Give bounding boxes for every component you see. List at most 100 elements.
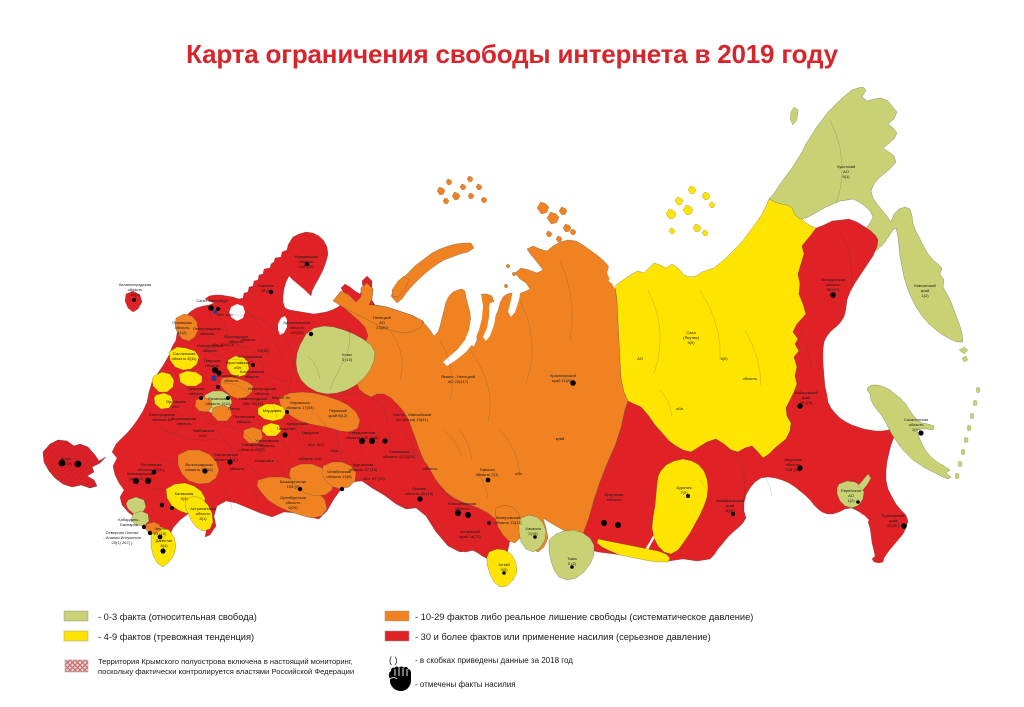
svg-text:( ): ( ) [389, 655, 398, 665]
svg-text:область 143 (148): область 143 (148) [345, 435, 379, 440]
svg-text:Тюменская: Тюменская [389, 449, 410, 454]
svg-text:область: область [286, 500, 301, 505]
svg-text:Санкт-Петербург: Санкт-Петербург [196, 298, 228, 303]
svg-text:край 97 (46): край 97 (46) [130, 476, 153, 481]
svg-text:обл.: обл. [199, 433, 207, 438]
svg-text:область: область [826, 282, 841, 287]
svg-text:Марий Эл: Марий Эл [272, 395, 291, 400]
svg-text:9(0): 9(0) [687, 340, 695, 345]
svg-text:128 (35): 128 (35) [786, 467, 802, 472]
svg-text:11(2): 11(2) [177, 330, 187, 335]
svg-text:область 17(53): область 17(53) [286, 405, 314, 410]
svg-text:Пермский: Пермский [329, 408, 347, 413]
svg-text:9(0): 9(0) [500, 567, 508, 572]
svg-text:Ленинградская: Ленинградская [193, 326, 221, 331]
svg-text:Бурятия: Бурятия [676, 485, 691, 490]
svg-text:Томская: Томская [479, 467, 494, 472]
svg-text:Вологодская: Вологодская [224, 334, 247, 339]
svg-text:Балкария: Балкария [120, 522, 138, 527]
svg-text:Дагестан: Дагестан [156, 538, 173, 543]
svg-text:Татарстан: Татарстан [277, 426, 296, 431]
svg-text:обл.: обл. [515, 471, 523, 476]
svg-text:2(19): 2(19) [528, 531, 538, 536]
svg-text:край: край [556, 436, 564, 441]
svg-text:Воронежская: Воронежская [172, 416, 197, 421]
svg-text:Иркутская: Иркутская [605, 492, 624, 497]
svg-text:поскольку фактически контролир: поскольку фактически контролируется влас… [98, 667, 354, 676]
svg-text:7(2): 7(2) [680, 490, 688, 495]
svg-text:- 30 и более фактов или примен: - 30 и более фактов или применение насил… [415, 632, 711, 642]
svg-text:47(39 ): 47(39 ) [887, 523, 900, 528]
svg-text:обл. 9(1): обл. 9(1) [308, 442, 325, 447]
svg-text:область: область [128, 287, 143, 292]
svg-text:96 (19): 96 (19) [60, 461, 73, 466]
svg-text:35(15): 35(15) [257, 348, 269, 353]
svg-text:АО: АО [379, 320, 385, 325]
svg-text:область 70(12): область 70(12) [185, 467, 213, 472]
svg-text:Магаданская: Магаданская [821, 277, 845, 282]
svg-text:АО (Югра) 10(41): АО (Югра) 10(41) [396, 417, 429, 422]
svg-text:- в скобках приведены данные з: - в скобках приведены данные за 2018 год [415, 656, 573, 665]
svg-text:Орловская: Орловская [166, 399, 186, 404]
svg-text:область 19(9): область 19(9) [326, 474, 352, 479]
svg-text:край: край [802, 395, 810, 400]
svg-text:Чечня: Чечня [154, 526, 165, 531]
svg-text:область 13(11): область 13(11) [494, 520, 522, 525]
svg-text:Пенза: Пенза [228, 406, 240, 411]
svg-text:Алтай: Алтай [498, 562, 509, 567]
svg-text:9(0): 9(0) [720, 356, 728, 361]
svg-text:Челябинская: Челябинская [327, 469, 351, 474]
svg-text:Забайкальский: Забайкальский [716, 498, 744, 503]
svg-text:Самарская: Самарская [242, 442, 263, 447]
svg-text:область 2(11): область 2(11) [206, 401, 232, 406]
svg-text:Кемеровская: Кемеровская [496, 515, 520, 520]
svg-text:Саха: Саха [686, 330, 696, 335]
svg-text:Приморский: Приморский [882, 513, 905, 518]
svg-text:область: область [245, 374, 260, 379]
svg-text:область 4(3): область 4(3) [298, 456, 322, 461]
svg-text:Территория Крымского полуостро: Территория Крымского полуострова включен… [98, 657, 353, 666]
svg-text:АО: АО [843, 169, 849, 174]
svg-text:Амурская: Амурская [784, 457, 802, 462]
svg-text:Ульяновская: Ульяновская [255, 438, 279, 443]
svg-text:Мордовия: Мордовия [263, 408, 282, 413]
svg-text:8(4): 8(4) [160, 543, 168, 548]
svg-text:- отмечены факты насилия: - отмечены факты насилия [415, 680, 516, 689]
svg-text:край 9(12): край 9(12) [329, 413, 349, 418]
svg-text:обл.: обл. [234, 365, 242, 370]
svg-text:край: край [921, 288, 929, 293]
svg-text:Рязанская: Рязанская [208, 396, 227, 401]
svg-text:Лен. обл.: Лен. обл. [216, 312, 233, 317]
svg-text:9(1): 9(1) [842, 174, 850, 179]
svg-text:край 11(20 ): край 11(20 ) [552, 378, 575, 383]
svg-text:Крым: Крым [61, 456, 71, 461]
svg-text:Нижегородская: Нижегородская [248, 386, 277, 391]
svg-text:Кировская: Кировская [290, 400, 309, 405]
svg-text:Астраханская: Астраханская [190, 506, 216, 511]
svg-text:область: область [241, 337, 256, 342]
svg-text:Калмыкия: Калмыкия [175, 491, 194, 496]
svg-text:Тыва: Тыва [567, 556, 577, 561]
svg-text:10(3): 10(3) [130, 292, 140, 297]
svg-text:Смоленская: Смоленская [173, 351, 196, 356]
svg-text:Красноярский: Красноярский [550, 373, 576, 378]
svg-text:Алтайский: Алтайский [460, 529, 479, 534]
svg-text:область: область [299, 259, 314, 264]
svg-text:Курганская: Курганская [353, 462, 374, 467]
svg-text:область 51( ): область 51( ) [214, 457, 239, 462]
svg-text:Нижегородская: Нижегородская [239, 396, 268, 401]
svg-text:Краснодарский: Краснодарский [127, 471, 155, 476]
svg-text:область: область [175, 325, 190, 330]
svg-text:Костромская: Костромская [238, 354, 262, 359]
svg-text:Мурманская: Мурманская [295, 254, 318, 259]
svg-text:Северная Осетия: Северная Осетия [106, 530, 139, 535]
svg-text:Белгородская: Белгородская [149, 412, 175, 417]
svg-text:96 (97): 96 (97) [827, 287, 840, 292]
svg-text:область: область [455, 506, 470, 511]
svg-text:Чукотский: Чукотский [837, 164, 856, 169]
svg-text:23(39): 23(39) [376, 325, 388, 330]
svg-text:23 (10): 23 (10) [154, 531, 167, 536]
svg-text:область: область [196, 511, 211, 516]
svg-text:Кабардино-: Кабардино- [118, 517, 140, 522]
svg-text:обл. 33(12): обл. 33(12) [243, 401, 264, 406]
